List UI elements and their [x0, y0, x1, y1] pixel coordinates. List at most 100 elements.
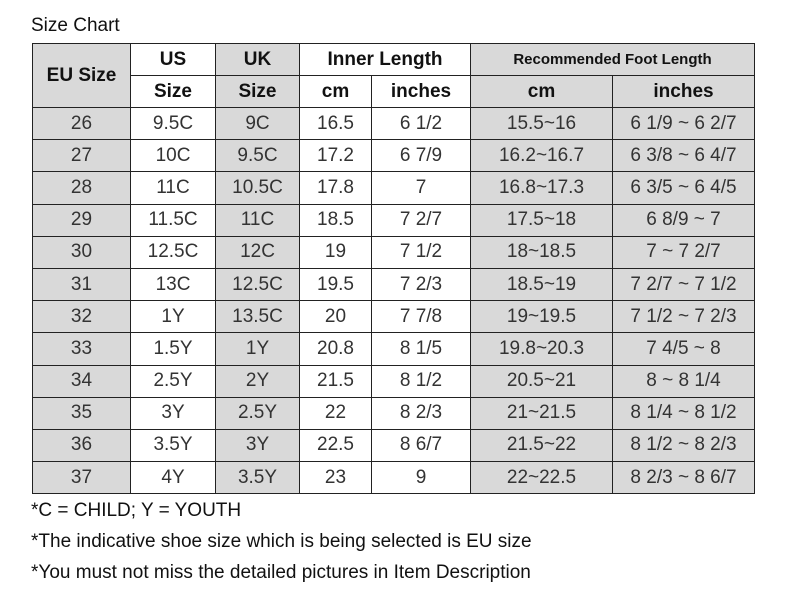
cell-inner-inches: 7: [371, 171, 471, 205]
cell-inner-cm: 16.5: [299, 106, 372, 141]
cell-eu-size: 26: [32, 106, 131, 141]
cell-foot-cm: 18.5~19: [470, 267, 613, 302]
cell-foot-cm: 20.5~21: [470, 364, 613, 398]
cell-eu-size: 29: [32, 203, 131, 237]
header-foot-cm: cm: [470, 75, 613, 108]
cell-inner-inches: 8 2/3: [371, 396, 471, 430]
cell-uk-size: 9C: [215, 106, 300, 141]
cell-us-size: 10C: [130, 139, 216, 173]
table-row: 32 1Y 13.5C 20 7 7/8 19~19.5 7 1/2 ~ 7 2/3: [32, 300, 755, 334]
cell-uk-size: 11C: [215, 203, 300, 237]
table-row: 37 4Y 3.5Y 23 9 22~22.5 8 2/3 ~ 8 6/7: [32, 461, 755, 495]
cell-foot-cm: 16.2~16.7: [470, 139, 613, 173]
cell-inner-inches: 6 7/9: [371, 139, 471, 173]
cell-us-size: 3Y: [130, 396, 216, 430]
cell-uk-size: 9.5C: [215, 139, 300, 173]
cell-us-size: 4Y: [130, 461, 216, 495]
cell-us-size: 11.5C: [130, 203, 216, 237]
cell-uk-size: 2.5Y: [215, 396, 300, 430]
size-chart-table: EU Size US UK Inner Length Recommended F…: [32, 43, 755, 495]
table-row: 30 12.5C 12C 19 7 1/2 18~18.5 7 ~ 7 2/7: [32, 235, 755, 269]
cell-uk-size: 12C: [215, 235, 300, 269]
cell-uk-size: 3.5Y: [215, 461, 300, 495]
header-foot-inches: inches: [612, 75, 755, 108]
table-row: 31 13C 12.5C 19.5 7 2/3 18.5~19 7 2/7 ~ 7 1/2: [32, 267, 755, 302]
table-row: 28 11C 10.5C 17.8 7 16.8~17.3 6 3/5 ~ 6 4/5: [32, 171, 755, 205]
cell-us-size: 11C: [130, 171, 216, 205]
cell-inner-cm: 20.8: [299, 332, 372, 366]
cell-inner-inches: 9: [371, 461, 471, 495]
header-inner-inches: inches: [371, 75, 471, 108]
header-uk-bottom: Size: [215, 75, 300, 108]
cell-uk-size: 10.5C: [215, 171, 300, 205]
cell-inner-inches: 8 1/5: [371, 332, 471, 366]
cell-us-size: 2.5Y: [130, 364, 216, 398]
cell-foot-inches: 7 ~ 7 2/7: [612, 235, 755, 269]
cell-us-size: 9.5C: [130, 106, 216, 141]
cell-foot-inches: 8 2/3 ~ 8 6/7: [612, 461, 755, 495]
cell-us-size: 13C: [130, 267, 216, 302]
cell-foot-inches: 6 3/8 ~ 6 4/7: [612, 139, 755, 173]
cell-inner-inches: 7 2/7: [371, 203, 471, 237]
header-us-bottom: Size: [130, 75, 216, 108]
cell-us-size: 12.5C: [130, 235, 216, 269]
cell-inner-cm: 20: [299, 300, 372, 334]
cell-inner-cm: 17.2: [299, 139, 372, 173]
cell-inner-inches: 6 1/2: [371, 106, 471, 141]
cell-eu-size: 37: [32, 461, 131, 495]
table-row: 34 2.5Y 2Y 21.5 8 1/2 20.5~21 8 ~ 8 1/4: [32, 364, 755, 398]
cell-inner-cm: 23: [299, 461, 372, 495]
page-title: Size Chart: [31, 15, 120, 36]
cell-eu-size: 27: [32, 139, 131, 173]
cell-eu-size: 30: [32, 235, 131, 269]
cell-uk-size: 1Y: [215, 332, 300, 366]
cell-eu-size: 35: [32, 396, 131, 430]
cell-uk-size: 2Y: [215, 364, 300, 398]
table-row: 26 9.5C 9C 16.5 6 1/2 15.5~16 6 1/9 ~ 6 2/7: [32, 106, 755, 141]
table-row: 35 3Y 2.5Y 22 8 2/3 21~21.5 8 1/4 ~ 8 1/2: [32, 396, 755, 430]
header-us-top: US: [130, 43, 216, 76]
cell-inner-cm: 22: [299, 396, 372, 430]
cell-foot-inches: 6 8/9 ~ 7: [612, 203, 755, 237]
cell-inner-cm: 17.8: [299, 171, 372, 205]
cell-uk-size: 13.5C: [215, 300, 300, 334]
cell-eu-size: 36: [32, 428, 131, 463]
cell-foot-cm: 21~21.5: [470, 396, 613, 430]
cell-eu-size: 31: [32, 267, 131, 302]
header-eu-size: EU Size: [32, 43, 131, 108]
cell-inner-inches: 7 7/8: [371, 300, 471, 334]
cell-foot-cm: 21.5~22: [470, 428, 613, 463]
cell-foot-cm: 19.8~20.3: [470, 332, 613, 366]
note-eu-size: *The indicative shoe size which is being…: [31, 531, 532, 552]
cell-foot-cm: 22~22.5: [470, 461, 613, 495]
cell-eu-size: 28: [32, 171, 131, 205]
cell-inner-inches: 8 1/2: [371, 364, 471, 398]
cell-foot-cm: 17.5~18: [470, 203, 613, 237]
cell-foot-cm: 18~18.5: [470, 235, 613, 269]
table-row: 29 11.5C 11C 18.5 7 2/7 17.5~18 6 8/9 ~ 7: [32, 203, 755, 237]
cell-foot-inches: 8 1/2 ~ 8 2/3: [612, 428, 755, 463]
note-child-youth: *C = CHILD; Y = YOUTH: [31, 500, 242, 521]
cell-foot-cm: 16.8~17.3: [470, 171, 613, 205]
cell-eu-size: 32: [32, 300, 131, 334]
cell-foot-inches: 6 3/5 ~ 6 4/5: [612, 171, 755, 205]
cell-inner-inches: 7 1/2: [371, 235, 471, 269]
cell-inner-cm: 19.5: [299, 267, 372, 302]
cell-inner-cm: 22.5: [299, 428, 372, 463]
table-row: 33 1.5Y 1Y 20.8 8 1/5 19.8~20.3 7 4/5 ~ 8: [32, 332, 755, 366]
cell-us-size: 1Y: [130, 300, 216, 334]
cell-foot-inches: 7 2/7 ~ 7 1/2: [612, 267, 755, 302]
cell-foot-inches: 6 1/9 ~ 6 2/7: [612, 106, 755, 141]
table-row: 36 3.5Y 3Y 22.5 8 6/7 21.5~22 8 1/2 ~ 8 2/3: [32, 428, 755, 463]
cell-uk-size: 3Y: [215, 428, 300, 463]
cell-foot-inches: 7 4/5 ~ 8: [612, 332, 755, 366]
header-uk-top: UK: [215, 43, 300, 76]
cell-inner-inches: 7 2/3: [371, 267, 471, 302]
cell-eu-size: 34: [32, 364, 131, 398]
note-item-description: *You must not miss the detailed pictures…: [31, 562, 531, 583]
cell-eu-size: 33: [32, 332, 131, 366]
cell-uk-size: 12.5C: [215, 267, 300, 302]
cell-inner-cm: 18.5: [299, 203, 372, 237]
cell-foot-cm: 15.5~16: [470, 106, 613, 141]
cell-foot-cm: 19~19.5: [470, 300, 613, 334]
